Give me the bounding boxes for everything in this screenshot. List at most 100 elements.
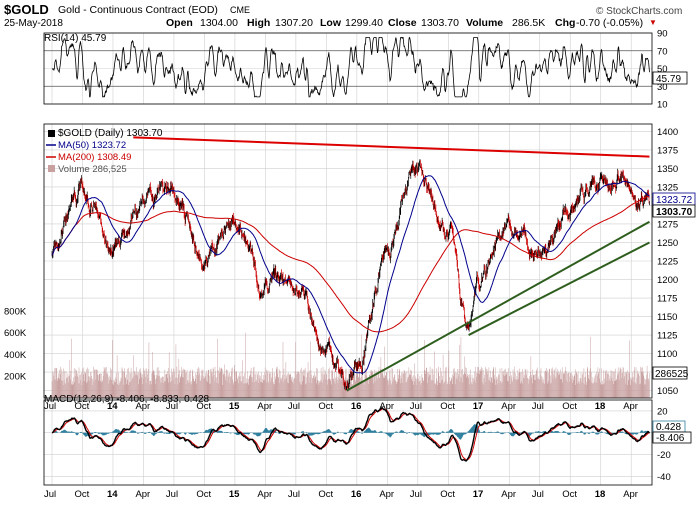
macd-xaxis-label: Apr bbox=[379, 489, 394, 500]
price-tick-label: 1275 bbox=[657, 219, 678, 230]
price-frame bbox=[43, 123, 653, 399]
price-xaxis-label: Apr bbox=[135, 401, 150, 412]
price-xaxis-label: Oct bbox=[440, 401, 455, 412]
price-xaxis-label: Jul bbox=[166, 401, 178, 412]
svg-text:-8.406: -8.406 bbox=[656, 433, 685, 444]
macd-xaxis-label: Oct bbox=[196, 489, 211, 500]
chart-date: 25-May-2018 bbox=[4, 18, 63, 29]
high-value: 1307.20 bbox=[275, 17, 313, 29]
volume-legend-swatch bbox=[48, 165, 55, 172]
volume-legend: Volume 286,525 bbox=[58, 164, 127, 175]
macd-xaxis-label: Apr bbox=[135, 489, 150, 500]
price-tick-label: 1350 bbox=[657, 164, 678, 175]
price-xaxis-label: 17 bbox=[473, 401, 484, 412]
ma50-last-tag: 1323.72 bbox=[652, 192, 696, 206]
price-xaxis-label: Oct bbox=[562, 401, 577, 412]
price-tick-label: 1150 bbox=[657, 312, 677, 323]
macd-last-tag: -8.406 bbox=[652, 431, 692, 444]
trendline-resistance bbox=[133, 136, 650, 158]
macd-xaxis-label: Apr bbox=[623, 489, 638, 500]
macd-xaxis-label: 18 bbox=[595, 489, 606, 500]
price-last-tag: 1303.70 bbox=[652, 204, 696, 218]
volume-tick-label: 200K bbox=[4, 371, 27, 382]
volume-label: Volume bbox=[466, 17, 503, 29]
ma50-line bbox=[51, 175, 650, 374]
price-tick-label: 1125 bbox=[657, 331, 677, 342]
macd-panel: -40-20020 bbox=[43, 399, 671, 486]
rsi-line bbox=[51, 36, 650, 98]
change-value: -0.70 (-0.05%) bbox=[576, 17, 643, 29]
symbol: $GOLD bbox=[4, 2, 49, 17]
rsi-tick-label: 50 bbox=[657, 64, 668, 75]
volume-tick-label: 400K bbox=[4, 350, 27, 361]
rsi-panel: 10 30 50 70 90 bbox=[43, 29, 668, 111]
ma200-legend: MA(200) 1308.49 bbox=[58, 152, 131, 163]
price-xaxis-label: Apr bbox=[623, 401, 638, 412]
low-value: 1299.40 bbox=[345, 17, 383, 29]
macd-xaxis-label: Apr bbox=[501, 489, 516, 500]
change-label: Chg bbox=[555, 17, 575, 29]
open-label: Open bbox=[166, 17, 193, 29]
price-xaxis-label: Apr bbox=[501, 401, 516, 412]
trendline-support-1 bbox=[346, 220, 650, 392]
price-xaxis-label: Jul bbox=[532, 401, 544, 412]
volume-last-tag: 286525 bbox=[652, 366, 689, 380]
macd-xaxis-label: Oct bbox=[562, 489, 577, 500]
trendline-support-2 bbox=[468, 241, 650, 336]
price-tick-label: 1325 bbox=[657, 182, 678, 193]
macd-xaxis-label: Apr bbox=[257, 489, 272, 500]
ma200-line bbox=[51, 195, 650, 333]
svg-text:0.428: 0.428 bbox=[656, 422, 681, 433]
price-xaxis-label: Jul bbox=[288, 401, 300, 412]
rsi-tick-label: 10 bbox=[657, 100, 668, 111]
price-tick-label: 1175 bbox=[657, 294, 677, 305]
price-xaxis-label: Jul bbox=[44, 401, 56, 412]
price-xaxis-label: Jul bbox=[410, 401, 422, 412]
macd-xaxis-label: Oct bbox=[74, 489, 89, 500]
instrument-name: Gold - Continuous Contract (EOD) bbox=[58, 4, 218, 16]
macd-xaxis-label: Jul bbox=[410, 489, 422, 500]
low-label: Low bbox=[320, 17, 342, 29]
price-xaxis-label: Oct bbox=[74, 401, 89, 412]
macd-frame bbox=[43, 399, 653, 486]
macd-tick-label: 20 bbox=[657, 406, 668, 417]
macd-xaxis-label: 14 bbox=[107, 489, 118, 500]
macd-xaxis-label: 16 bbox=[351, 489, 362, 500]
svg-text:286525: 286525 bbox=[655, 369, 689, 380]
volume-tick-label: 600K bbox=[4, 328, 27, 339]
high-label: High bbox=[247, 17, 270, 29]
rsi-title: RSI(14) 45.79 bbox=[44, 33, 107, 44]
close-label: Close bbox=[388, 17, 417, 29]
macd-line bbox=[51, 407, 651, 462]
price-xaxis-label: 14 bbox=[107, 401, 118, 412]
rsi-last-tag: 45.79 bbox=[652, 71, 688, 85]
macd-xaxis-label: Jul bbox=[288, 489, 300, 500]
price-tick-label: 1050 bbox=[657, 386, 678, 397]
rsi-tick-label: 70 bbox=[657, 46, 668, 57]
rsi-tick-label: 90 bbox=[657, 29, 668, 40]
svg-text:1323.72: 1323.72 bbox=[656, 195, 693, 206]
macd-hist-last-tag: 0.428 bbox=[652, 420, 686, 433]
price-xaxis-label: Apr bbox=[379, 401, 394, 412]
macd-tick-label: -40 bbox=[657, 472, 671, 483]
price-xaxis-label: 16 bbox=[351, 401, 362, 412]
close-value: 1303.70 bbox=[421, 17, 459, 29]
price-tick-label: 1225 bbox=[657, 257, 678, 268]
price-legend: $GOLD (Daily) 1303.70 bbox=[58, 128, 163, 139]
open-value: 1304.00 bbox=[200, 17, 238, 29]
rsi-tick-label: 30 bbox=[657, 82, 668, 93]
price-xaxis-label: Oct bbox=[318, 401, 333, 412]
macd-xaxis-label: Jul bbox=[44, 489, 56, 500]
price-xaxis-label: Apr bbox=[257, 401, 272, 412]
rsi-frame bbox=[43, 32, 653, 105]
exchange: CME bbox=[230, 5, 250, 15]
svg-text:45.79: 45.79 bbox=[656, 74, 681, 85]
macd-tick-label: -20 bbox=[657, 450, 671, 461]
price-tick-label: 1375 bbox=[657, 145, 678, 156]
price-xaxis-label: Oct bbox=[196, 401, 211, 412]
macd-title: MACD(12,26,9) -8.406, -8.833, 0.428 bbox=[44, 394, 210, 405]
price-xaxis-label: 15 bbox=[229, 401, 240, 412]
svg-text:1303.70: 1303.70 bbox=[656, 207, 693, 218]
